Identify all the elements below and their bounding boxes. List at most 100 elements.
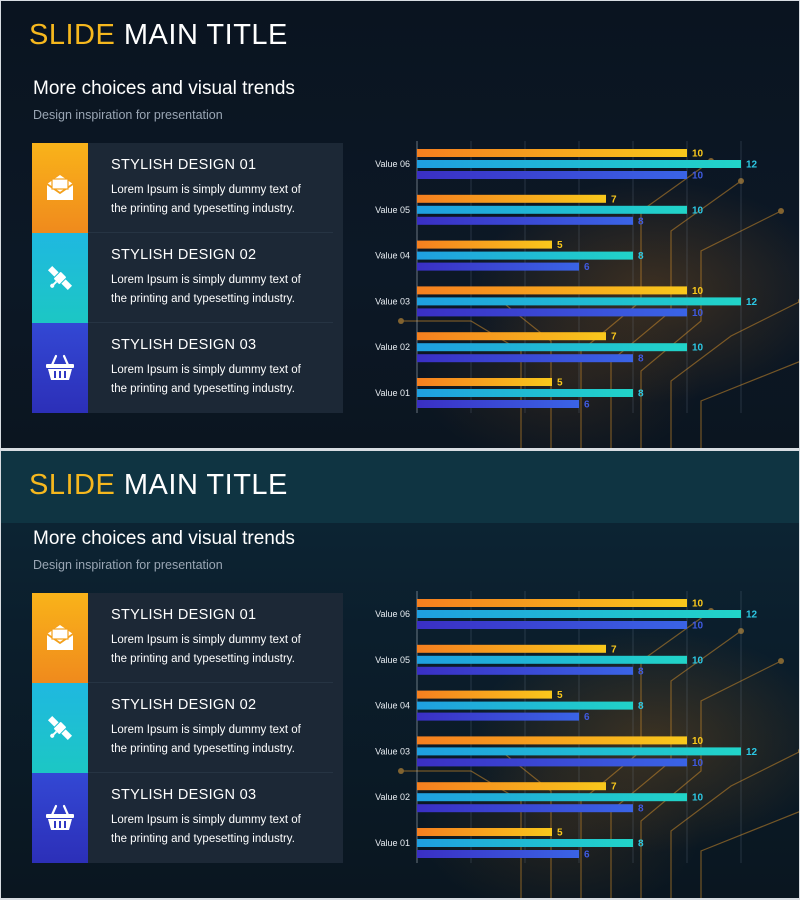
category-label: Value 02 <box>375 792 410 802</box>
title-accent: SLIDE <box>29 19 116 51</box>
data-label: 8 <box>638 666 644 677</box>
bar <box>417 251 633 260</box>
bar <box>417 286 687 295</box>
data-label: 7 <box>611 332 617 343</box>
bar <box>417 621 687 629</box>
bar <box>417 701 633 710</box>
bar <box>417 610 741 618</box>
title-rest: MAIN TITLE <box>123 469 288 501</box>
divider <box>88 232 333 233</box>
bar <box>417 240 552 249</box>
category-label: Value 04 <box>375 251 410 261</box>
category-label: Value 06 <box>375 609 410 619</box>
feature-body: Lorem Ipsum is simply dummy text of the p… <box>111 361 336 398</box>
divider <box>88 772 333 773</box>
feature-item-3: STYLISH DESIGN 03 Lorem Ipsum is simply … <box>32 323 343 413</box>
satellite-icon <box>47 715 73 741</box>
feature-tile-3 <box>32 773 88 863</box>
bar <box>417 655 687 664</box>
feature-body-line-2: the printing and typesetting industry. <box>111 202 295 215</box>
data-label: 10 <box>692 205 704 216</box>
category-label: Value 02 <box>375 342 410 352</box>
feature-item-2: STYLISH DESIGN 02 Lorem Ipsum is simply … <box>32 233 343 323</box>
bar <box>417 205 687 214</box>
feature-item-3: STYLISH DESIGN 03 Lorem Ipsum is simply … <box>32 773 343 863</box>
bar <box>417 194 606 203</box>
category-label: Value 05 <box>375 205 410 215</box>
bar <box>417 262 579 271</box>
feature-body: Lorem Ipsum is simply dummy text of the p… <box>111 181 336 218</box>
feature-body-line-2: the printing and typesetting industry. <box>111 742 295 755</box>
data-label: 8 <box>638 701 644 712</box>
bar <box>417 160 741 168</box>
data-label: 7 <box>611 194 617 205</box>
category-label: Value 01 <box>375 838 410 848</box>
category-label: Value 03 <box>375 296 410 306</box>
feature-tile-3 <box>32 323 88 413</box>
category-label: Value 04 <box>375 701 410 711</box>
data-label: 8 <box>638 804 644 815</box>
data-label: 10 <box>692 736 704 747</box>
subtitle: More choices and visual trends <box>33 528 295 549</box>
slide-1: SLIDE MAIN TITLE More choices and visual… <box>1 1 799 448</box>
subtitle: More choices and visual trends <box>33 78 295 99</box>
bar <box>417 216 633 225</box>
data-label: 8 <box>638 251 644 262</box>
feature-body-line-2: the printing and typesetting industry. <box>111 382 295 395</box>
bar <box>417 171 687 179</box>
bar <box>417 332 606 341</box>
data-label: 5 <box>557 690 563 701</box>
bar <box>417 354 633 363</box>
bar <box>417 644 606 653</box>
category-label: Value 05 <box>375 655 410 665</box>
feature-body: Lorem Ipsum is simply dummy text of the p… <box>111 631 336 668</box>
feature-body: Lorem Ipsum is simply dummy text of the p… <box>111 811 336 848</box>
title-band <box>1 451 799 523</box>
satellite-icon <box>47 265 73 291</box>
data-label: 6 <box>584 262 590 273</box>
data-label: 7 <box>611 782 617 793</box>
bar <box>417 712 579 721</box>
feature-body: Lorem Ipsum is simply dummy text of the p… <box>111 271 336 308</box>
feature-heading: STYLISH DESIGN 03 <box>111 337 257 353</box>
feature-heading: STYLISH DESIGN 02 <box>111 247 257 263</box>
data-label: 8 <box>638 389 644 400</box>
data-label: 10 <box>692 171 704 182</box>
bar <box>417 308 687 317</box>
feature-item-1: STYLISH DESIGN 01 Lorem Ipsum is simply … <box>32 143 343 233</box>
feature-body-line-1: Lorem Ipsum is simply dummy text of <box>111 724 301 736</box>
bar <box>417 666 633 675</box>
bar <box>417 828 552 836</box>
mail-icon <box>46 175 74 200</box>
features-panel: STYLISH DESIGN 01 Lorem Ipsum is simply … <box>32 143 343 413</box>
bar <box>417 736 687 745</box>
data-label: 10 <box>692 599 704 610</box>
data-label: 8 <box>638 216 644 227</box>
data-label: 12 <box>746 160 758 171</box>
feature-tile-1 <box>32 593 88 683</box>
data-label: 6 <box>584 850 590 861</box>
data-label: 8 <box>638 354 644 365</box>
data-label: 6 <box>584 712 590 723</box>
bar-chart: Value 06 10 12 10 Value 05 7 10 8 Value 04 5 8 6 Val… <box>361 141 799 421</box>
feature-item-2: STYLISH DESIGN 02 Lorem Ipsum is simply … <box>32 683 343 773</box>
feature-body-line-1: Lorem Ipsum is simply dummy text of <box>111 184 301 196</box>
bar <box>417 747 741 756</box>
data-label: 10 <box>692 343 704 354</box>
feature-body-line-2: the printing and typesetting industry. <box>111 292 295 305</box>
data-label: 12 <box>746 297 758 308</box>
bar <box>417 378 552 386</box>
data-label: 10 <box>692 149 704 160</box>
data-label: 10 <box>692 793 704 804</box>
bar <box>417 839 633 847</box>
feature-heading: STYLISH DESIGN 02 <box>111 697 257 713</box>
feature-heading: STYLISH DESIGN 03 <box>111 787 257 803</box>
feature-body-line-1: Lorem Ipsum is simply dummy text of <box>111 274 301 286</box>
feature-body-line-2: the printing and typesetting industry. <box>111 652 295 665</box>
data-label: 6 <box>584 400 590 411</box>
feature-body-line-1: Lorem Ipsum is simply dummy text of <box>111 364 301 376</box>
data-label: 5 <box>557 240 563 251</box>
data-label: 10 <box>692 655 704 666</box>
feature-body-line-2: the printing and typesetting industry. <box>111 832 295 845</box>
divider <box>88 682 333 683</box>
